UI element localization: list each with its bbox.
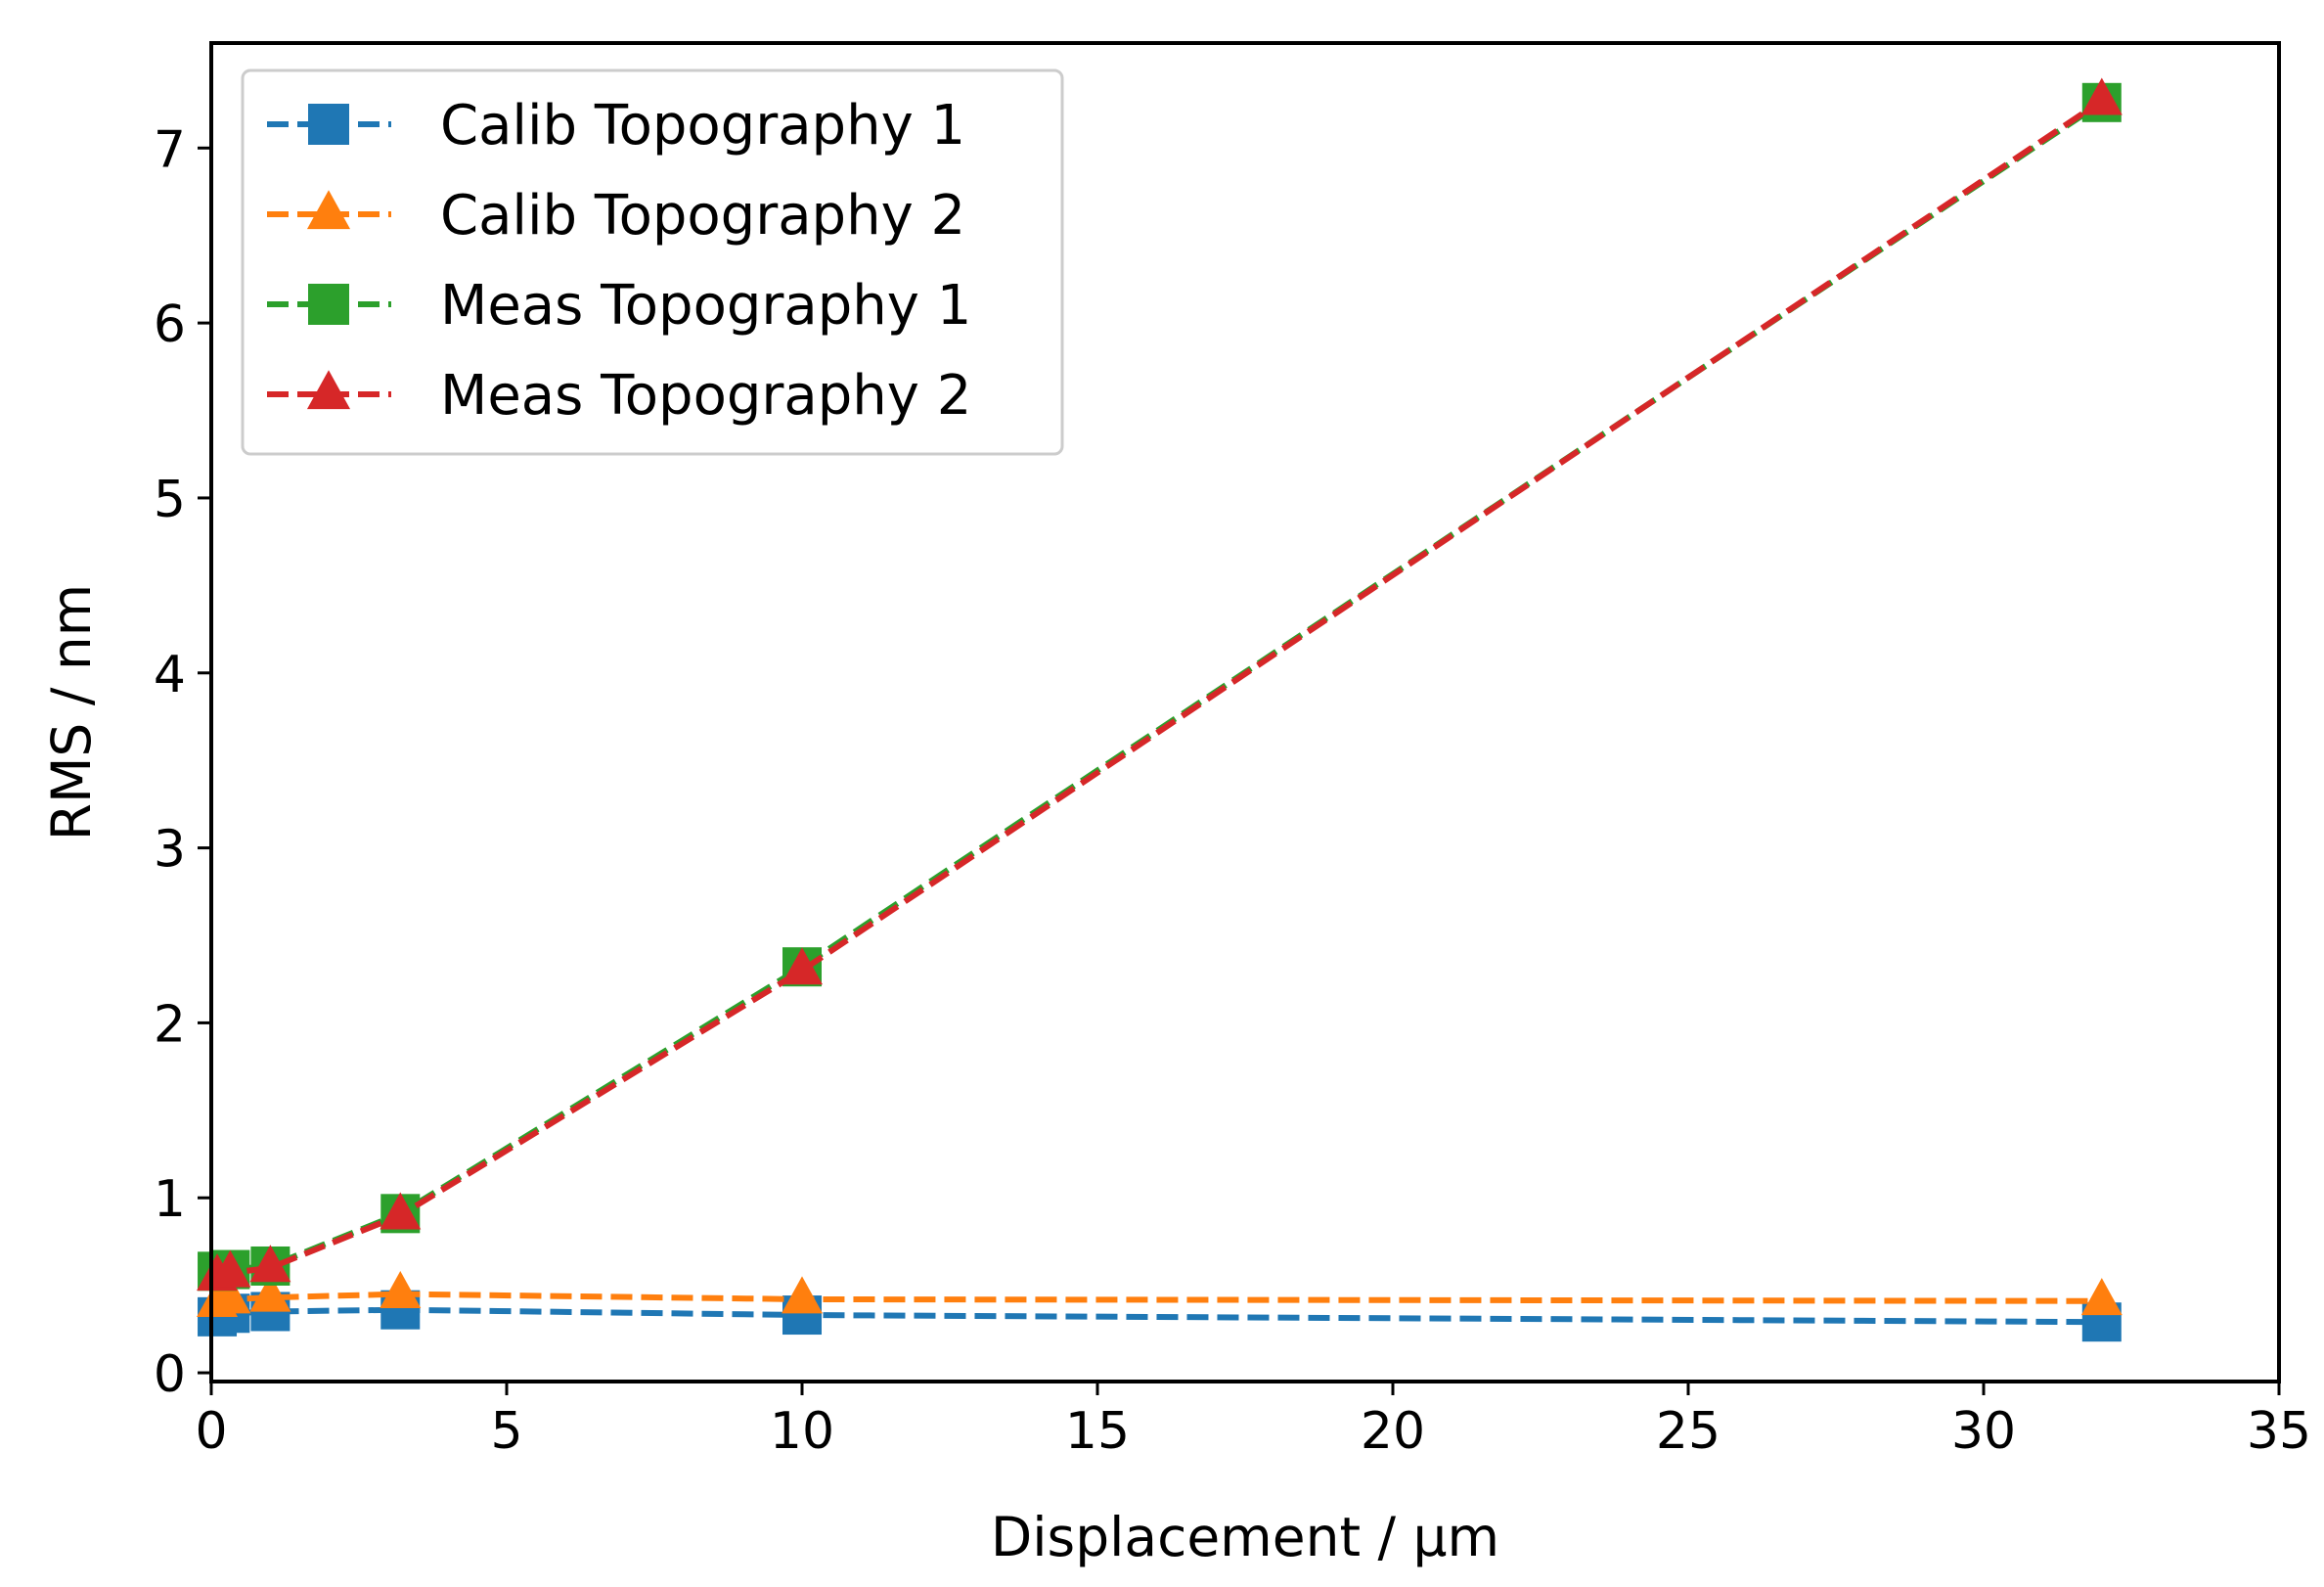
legend-entry: Meas Topography 2 <box>267 364 971 428</box>
x-axis-label: Displacement / µm <box>991 1506 1499 1568</box>
legend-marker <box>306 190 351 230</box>
series-4 <box>197 77 2123 1292</box>
data-point <box>2080 1278 2123 1316</box>
x-tick-label: 20 <box>1361 1402 1425 1461</box>
data-point <box>782 947 823 985</box>
data-point <box>249 1274 291 1312</box>
x-tick-label: 25 <box>1656 1402 1721 1461</box>
data-point <box>782 1276 823 1314</box>
legend-entry: Calib Topography 2 <box>267 184 965 248</box>
data-point <box>209 1276 251 1314</box>
legend-label: Meas Topography 1 <box>440 274 971 338</box>
y-tick-label: 6 <box>154 295 186 354</box>
data-point <box>380 1271 422 1309</box>
series-layer <box>197 77 2123 1342</box>
y-tick-label: 3 <box>154 821 186 880</box>
series-line <box>216 1306 2102 1326</box>
series-2 <box>197 1271 2123 1317</box>
legend-marker <box>306 370 351 410</box>
x-tick-label: 0 <box>195 1402 227 1461</box>
y-tick-label: 7 <box>154 120 186 179</box>
plot-frame <box>209 41 2281 1383</box>
legend-marker <box>308 284 349 325</box>
x-tick-label: 30 <box>1951 1402 2016 1461</box>
data-point <box>2080 77 2123 115</box>
legend-label: Calib Topography 1 <box>440 94 965 158</box>
y-axis: 0 1 2 3 4 5 6 7 <box>154 120 211 1404</box>
y-tick-label: 5 <box>154 471 186 529</box>
series-line <box>216 1291 2102 1306</box>
y-tick-label: 0 <box>154 1345 186 1404</box>
data-point <box>209 1249 251 1288</box>
y-axis-label: RMS / nm <box>40 584 103 841</box>
x-tick-label: 10 <box>770 1402 834 1461</box>
x-tick-label: 35 <box>2247 1402 2311 1461</box>
x-tick-label: 15 <box>1065 1402 1130 1461</box>
data-point <box>249 1245 291 1283</box>
legend-marker <box>308 104 349 145</box>
data-point <box>380 1192 422 1230</box>
legend-label: Calib Topography 2 <box>440 184 965 248</box>
x-tick-label: 5 <box>490 1402 522 1461</box>
legend-frame <box>241 68 1064 456</box>
legend: Calib Topography 1 Calib Topography 2 Meas… <box>241 68 1064 456</box>
legend-entry: Meas Topography 1 <box>267 274 971 338</box>
legend-entry: Calib Topography 1 <box>267 94 965 158</box>
legend-label: Meas Topography 2 <box>440 364 971 428</box>
y-tick-label: 2 <box>154 995 186 1054</box>
y-tick-label: 4 <box>154 646 186 704</box>
x-axis: 0 5 10 15 20 25 30 35 <box>195 1382 2311 1461</box>
y-tick-label: 1 <box>154 1170 186 1229</box>
